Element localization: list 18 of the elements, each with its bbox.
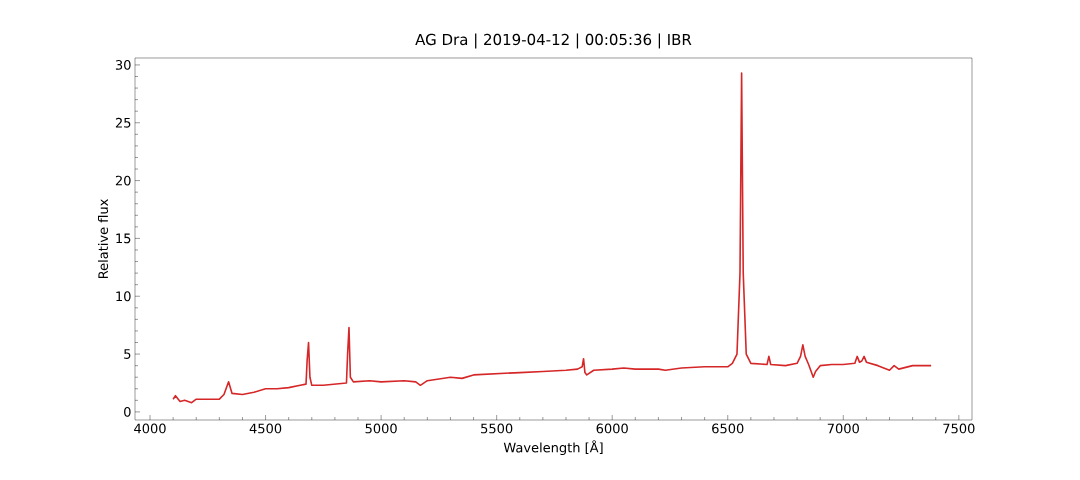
x-tick-label: 7000: [827, 423, 859, 434]
x-tick-label: 5000: [365, 423, 397, 434]
chart-title: AG Dra | 2019-04-12 | 00:05:36 | IBR: [415, 33, 692, 49]
y-tick-label: 25: [115, 117, 131, 128]
x-tick-label: 5500: [481, 423, 513, 434]
y-tick-label: 0: [124, 406, 131, 417]
y-axis-title: Relative flux: [98, 199, 109, 279]
x-axis-title: Wavelength [Å]: [503, 440, 603, 455]
y-tick-label: 30: [115, 60, 131, 70]
y-tick-label: 20: [115, 175, 131, 186]
x-tick-label: 4000: [134, 423, 166, 434]
x-tick-label: 7500: [943, 423, 975, 434]
x-tick-label: 6500: [712, 423, 744, 434]
x-tick-label: 4500: [249, 423, 282, 434]
x-tick-label: 6000: [596, 423, 628, 434]
y-tick-label: 10: [116, 291, 131, 302]
y-tick-label: 5: [124, 349, 131, 359]
y-tick-label: 15: [116, 233, 131, 244]
